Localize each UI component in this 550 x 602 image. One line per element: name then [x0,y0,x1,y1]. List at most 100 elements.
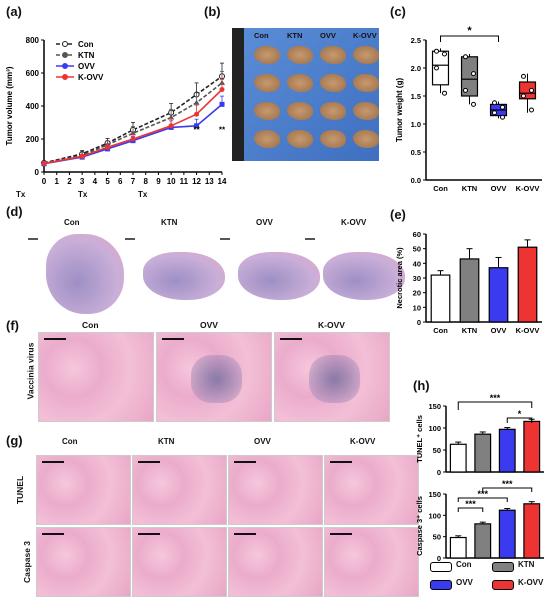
excised-tumor [320,46,346,64]
data-point [194,111,200,117]
y-tick-label: 0 [35,168,40,177]
x-tick-label: KTN [462,326,477,335]
excised-tumor [254,102,280,120]
data-point [193,99,200,105]
data-point [463,54,468,60]
significance-marker: ** [193,126,200,135]
y-tick-label: 0 [437,468,441,477]
excised-tumor [287,46,313,64]
histology-image [274,332,390,422]
y-tick-label: 50 [413,245,421,254]
x-tick-label: 8 [143,177,148,186]
scale-bar [280,338,302,340]
bar-ovv [498,428,516,473]
bar-con [449,443,467,473]
data-point [105,144,111,150]
x-tick-label: Con [433,326,448,335]
row-label: TUNEL [15,475,26,505]
data-point [500,114,505,120]
y-tick-label: 0 [437,554,441,563]
data-point [219,87,225,92]
section-column-label: KTN [161,218,178,227]
excised-tumor [353,74,379,92]
vaccinia-virus-histology: Vaccinia virus Con OVV K-OVV [20,318,400,423]
bar-ovv [488,267,509,323]
tx-label-2: Tx [78,190,88,199]
tumor-section [46,234,124,314]
significance-marker: *** [502,479,513,489]
data-point [492,100,497,106]
data-point [130,136,136,142]
legend-label: OVV [78,62,96,71]
excised-tumor [353,102,379,120]
bar-ktn [459,258,480,323]
scale-bar [220,238,230,240]
stained-region [191,355,243,404]
histology-image [324,527,419,597]
scale-bar [138,533,160,535]
legend: Con KTN OVV K-OVV [430,560,550,600]
panel-label-f: (f) [6,318,19,333]
scale-bar [330,461,352,463]
legend-marker [62,41,68,47]
histology-image [324,455,419,525]
excised-tumor [254,74,280,92]
y-axis-label: Tumor volume (mm³) [5,66,14,145]
y-tick-label: 0.5 [411,148,421,157]
x-tick-label: 11 [180,177,189,186]
bar-con [430,274,451,323]
tumor-section [238,252,320,300]
excised-tumor [353,130,379,148]
y-tick-label: 600 [26,69,40,78]
histology-image [132,455,227,525]
tumor-section [323,252,405,300]
panel-label-a: (a) [6,4,22,19]
photo-column-label: K-OVV [353,31,377,40]
x-tick-label: 13 [205,177,214,186]
section-column-label: Con [64,218,80,227]
legend-label: KTN [78,51,95,60]
tunel-caspase-histology: Con KTN OVV K-OVV TUNEL Caspase 3 [15,433,419,601]
significance-bracket [457,507,484,512]
histology-image [36,455,131,525]
tx-label-1: Tx [16,190,26,199]
row-label: Caspase 3 [22,540,33,584]
excised-tumor [254,130,280,148]
scale-bar [44,338,66,340]
necrotic-area-bar-chart: 0 10 20 30 40 50 60 Necrotic area (%) Con KTN OVV K… [395,230,542,335]
scale-bar [42,533,64,535]
legend-swatch-con [430,562,452,572]
legend-label: K-OVV [78,73,104,82]
scale-bar [125,238,135,240]
data-point [442,51,447,57]
histology-column-label: K-OVV [318,320,345,330]
section-column-label: OVV [256,218,273,227]
histology-image [228,455,323,525]
significance-marker: *** [490,393,501,403]
row-label: Vaccinia virus [25,342,36,400]
data-point [492,110,497,116]
legend-swatch-ovv [430,580,452,590]
panel-label-g: (g) [6,433,23,448]
y-tick-label: 100 [428,511,441,520]
excised-tumor [254,46,280,64]
histology-column-label: K-OVV [350,437,376,446]
scale-bar [305,238,315,240]
stained-region [309,355,361,404]
series-line-con [43,75,223,164]
panel-label-c: (c) [390,4,406,19]
box-con [431,50,450,86]
data-point [434,65,439,71]
bar-ovv [498,509,516,559]
significance-marker: *** [477,489,488,499]
x-tick-label: K-OVV [516,326,540,335]
tumor-section [143,252,225,300]
histology-image [132,527,227,597]
panel-label-b: (b) [204,4,221,19]
data-point [79,153,85,159]
histology-column-label: Con [82,320,99,330]
tumor-weight-box-plot: 0.0 0.5 1.0 1.5 2.0 2.5 Tumor weight (g) Con KTN… [395,25,542,193]
legend-marker [62,74,68,80]
x-tick-label: 6 [118,177,123,186]
